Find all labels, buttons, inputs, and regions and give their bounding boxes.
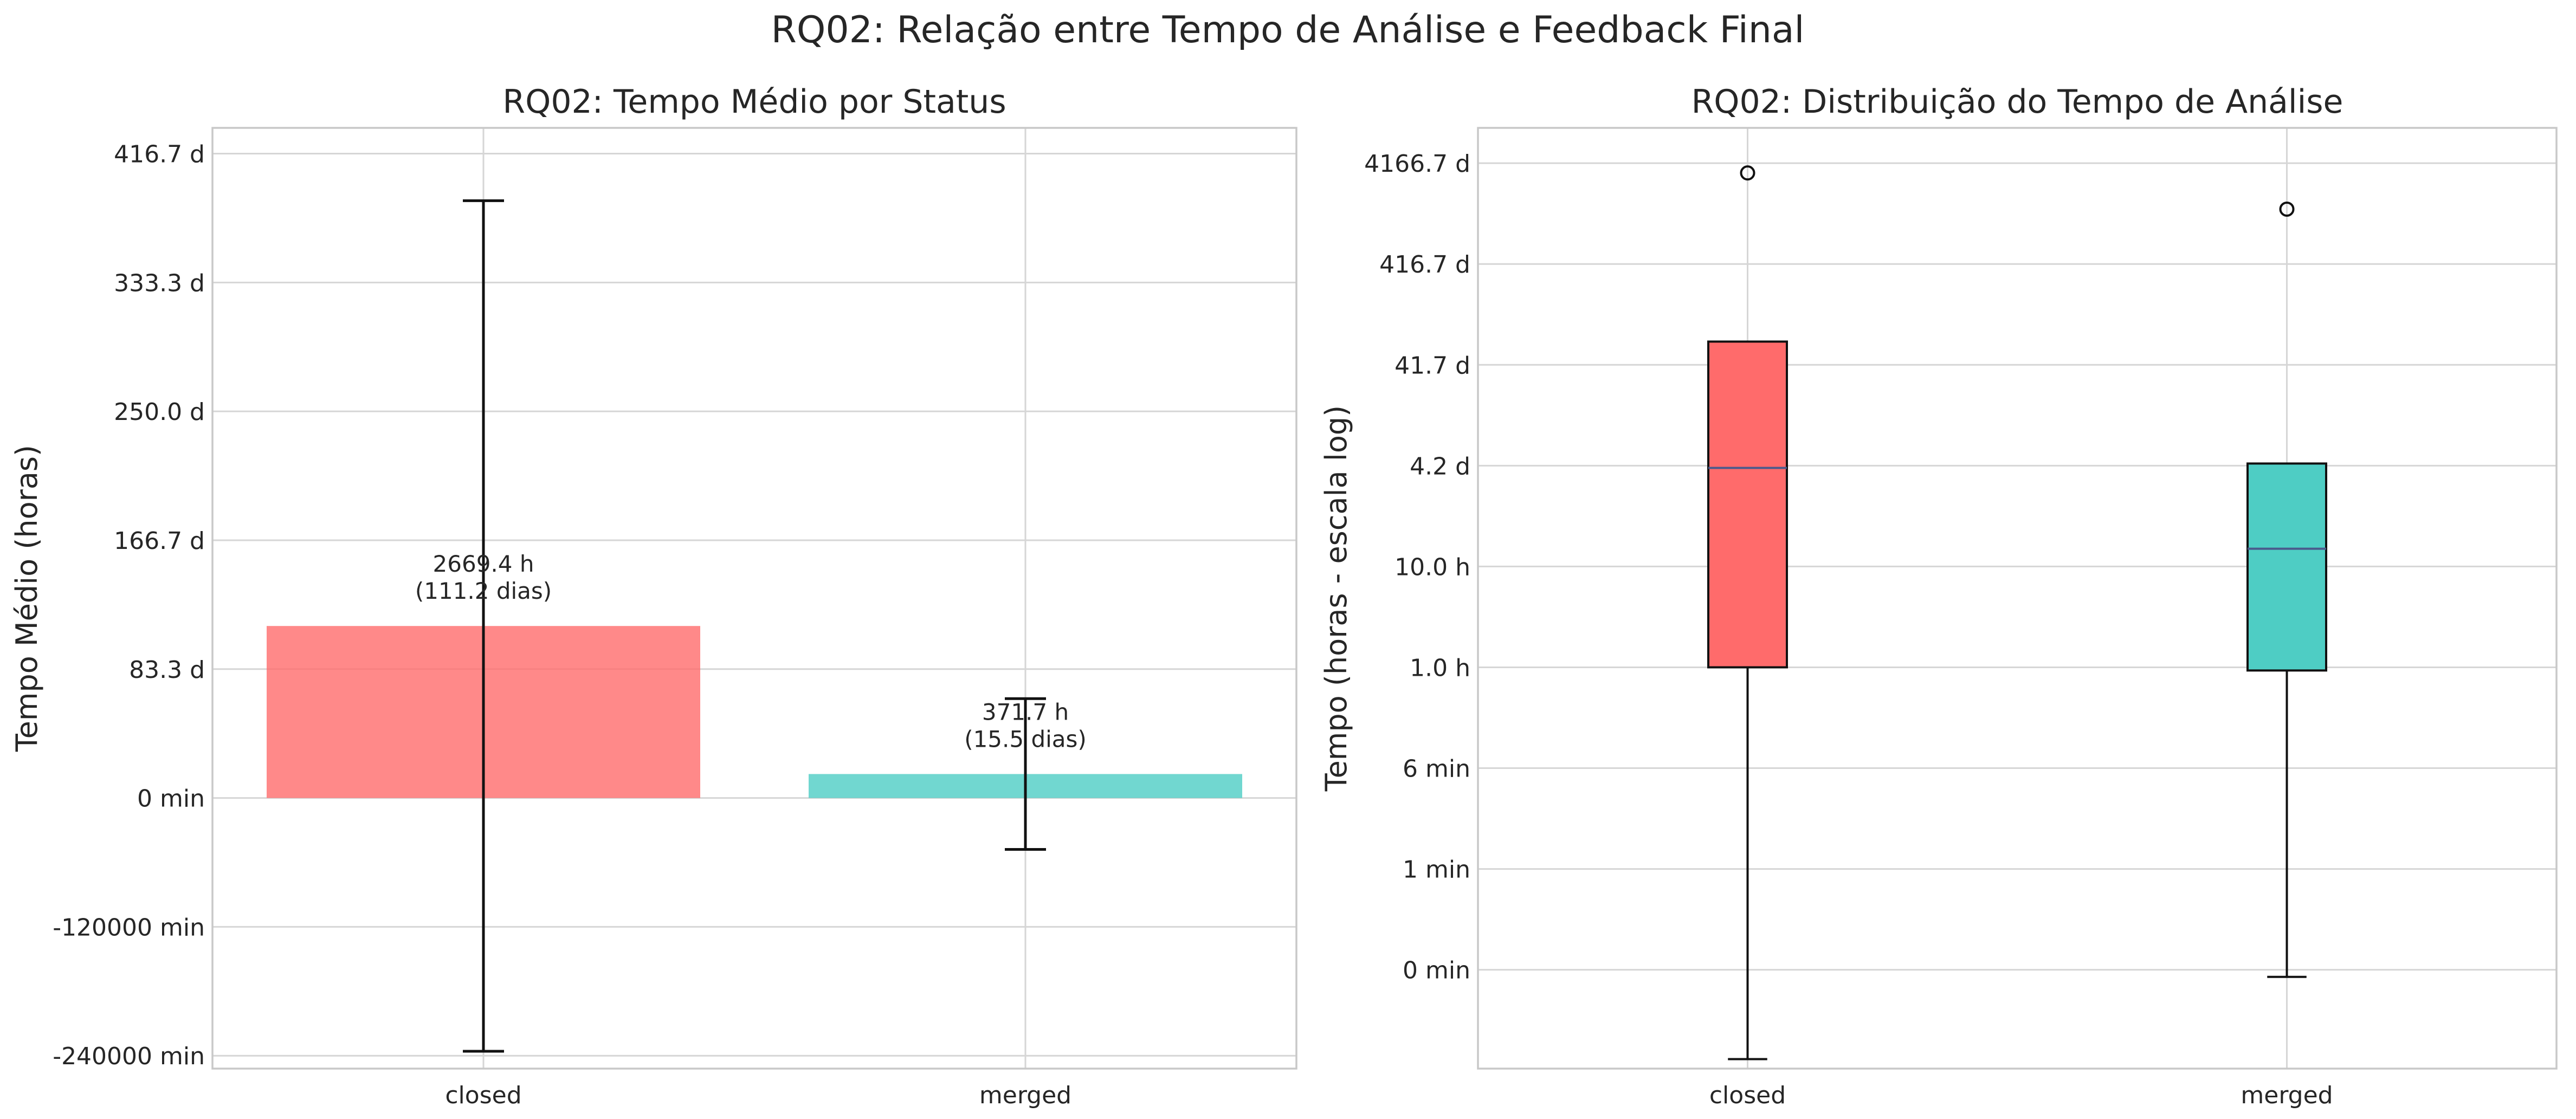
box-merged xyxy=(2246,462,2327,672)
bar-chart: 2669.4 h(111.2 dias) 371.7 h(15.5 dias) -… xyxy=(10,83,1297,1109)
box-plot-x-tick-label-closed: closed xyxy=(1709,1082,1786,1109)
box-plot-y-tick-label: 1.0 h xyxy=(1410,654,1470,682)
box-plot-title: RQ02: Distribuição do Tempo de Análise xyxy=(1691,83,2343,121)
box-plot-x-tick-labels: closed merged xyxy=(1709,1082,2333,1109)
box-plot-y-tick-labels: 0 min 1 min 6 min 1.0 h 10.0 h 4.2 d 41.7 d 416… xyxy=(1364,150,1470,985)
bar-chart-error-bars xyxy=(463,199,1046,1053)
bar-chart-x-tick-labels: closed merged xyxy=(445,1082,1071,1109)
box-closed xyxy=(1707,340,1788,669)
bar-chart-y-tick-labels: -240000 min -120000 min 0 min 83.3 d 166.7 d… xyxy=(53,141,205,1071)
bar-chart-plot-frame xyxy=(211,127,1297,1070)
box-plot-x-tick-label-merged: merged xyxy=(2241,1082,2333,1109)
bar-chart-y-axis-label: Tempo Médio (horas) xyxy=(10,445,44,752)
box-plot-plot-frame xyxy=(1477,127,2558,1070)
bar-annotation-hours-closed: 2669.4 h xyxy=(433,551,534,577)
figure-suptitle: RQ02: Relação entre Tempo de Análise e F… xyxy=(771,9,1805,51)
bar-chart-annotations: 2669.4 h(111.2 dias) 371.7 h(15.5 dias) xyxy=(415,551,1087,752)
bar-annotation-days-closed: (111.2 dias) xyxy=(415,578,552,604)
bar-chart-y-tick-label: -120000 min xyxy=(53,914,205,941)
box-plot-y-axis-label: Tempo (horas - escala log) xyxy=(1319,405,1353,792)
box-plot-y-tick-label: 4.2 d xyxy=(1410,452,1470,480)
bar-chart-y-tick-label: 166.7 d xyxy=(114,527,205,555)
bar-chart-y-tick-label: 416.7 d xyxy=(114,141,205,169)
box-plot-y-tick-label: 1 min xyxy=(1403,856,1470,884)
bar-chart-x-tick-label-closed: closed xyxy=(445,1082,521,1109)
bar-chart-y-tick-label: -240000 min xyxy=(53,1043,205,1070)
box-outlier-closed xyxy=(1740,165,1755,181)
box-plot-y-tick-label: 41.7 d xyxy=(1394,352,1470,379)
bar-chart-x-tick-label-merged: merged xyxy=(979,1082,1071,1109)
box-plot-y-tick-label: 416.7 d xyxy=(1379,251,1470,279)
bar-chart-title: RQ02: Tempo Médio por Status xyxy=(502,83,1006,121)
bar-annotation-days-merged: (15.5 dias) xyxy=(964,726,1087,752)
bar-chart-y-tick-label: 333.3 d xyxy=(114,269,205,297)
box-plot-y-tick-label: 6 min xyxy=(1403,755,1470,783)
bar-annotation-hours-merged: 371.7 h xyxy=(982,698,1069,725)
box-plot-y-tick-label: 4166.7 d xyxy=(1364,150,1470,178)
bar-chart-y-tick-label: 83.3 d xyxy=(129,656,205,684)
box-outlier-merged xyxy=(2279,201,2295,217)
bar-chart-y-tick-label: 0 min xyxy=(137,785,205,813)
box-plot-y-tick-label: 10.0 h xyxy=(1394,553,1470,581)
box-plot-boxes xyxy=(1707,165,2327,1060)
bar-chart-y-tick-label: 250.0 d xyxy=(114,398,205,426)
box-plot: 0 min 1 min 6 min 1.0 h 10.0 h 4.2 d 41.7 d 416… xyxy=(1319,83,2558,1109)
box-plot-y-tick-label: 0 min xyxy=(1403,957,1470,985)
